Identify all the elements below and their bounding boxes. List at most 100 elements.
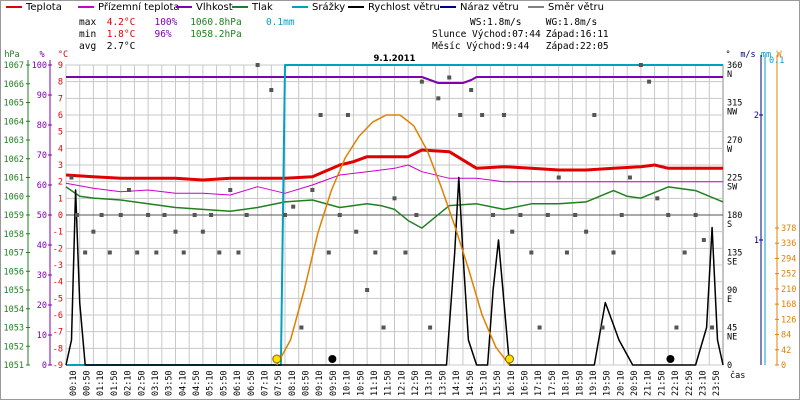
tick-label-x: 03:50	[165, 370, 175, 396]
tick-label-w: 0	[781, 361, 786, 371]
tick-label-degc: -3	[53, 261, 63, 271]
wind-dir-point	[345, 113, 350, 117]
chart-title: 9.1.2011	[374, 54, 416, 64]
axis-title-hpa: hPa	[4, 50, 19, 60]
tick-label-dir: 360	[727, 61, 742, 71]
tick-label-dir-name: SE	[727, 258, 737, 268]
wind-dir-point	[584, 229, 589, 234]
tick-label-x: 15:10	[479, 370, 489, 396]
tick-label-dir: 270	[727, 136, 742, 146]
wind-dir-point	[666, 213, 671, 217]
wind-dir-point	[510, 229, 515, 234]
tick-label-hpa: 1054	[4, 305, 24, 315]
legend-item: Srážky	[292, 2, 345, 13]
tick-label-x: 12:50	[411, 370, 421, 396]
tick-label-w: 168	[781, 300, 796, 310]
tick-label-x: 23:50	[712, 370, 722, 396]
tick-label-hpa: 1053	[4, 324, 24, 334]
info-ws: WS:1.8m/s	[470, 17, 522, 28]
tick-label-x: 11:50	[384, 370, 394, 396]
tick-label-x: 22:50	[685, 370, 695, 396]
legend-swatch	[348, 6, 364, 8]
wind-dir-point	[283, 213, 287, 217]
series-line-sun	[276, 114, 511, 366]
wind-dir-point	[469, 88, 474, 92]
wind-dir-point	[682, 250, 687, 255]
tick-label-hpa: 1061	[4, 174, 24, 184]
sun-marker	[504, 354, 514, 364]
wind-dir-point	[502, 113, 506, 117]
stats-min-row: min 1.8°C 96% 1058.2hPa	[79, 29, 242, 40]
tick-label-x: 07:10	[260, 370, 270, 396]
tick-label-degc: 4	[58, 144, 63, 154]
legend-item: Přízemní teplota	[78, 2, 180, 13]
tick-label-pct: 90	[37, 91, 47, 101]
series-line-wind	[65, 176, 724, 366]
wind-dir-point	[419, 79, 424, 84]
tick-label-hpa: 1056	[4, 267, 24, 277]
tick-label-hpa: 1052	[4, 342, 24, 352]
legend-label: Teplota	[26, 2, 62, 13]
stats-min-label: min	[79, 29, 97, 40]
series-line-hum	[66, 76, 723, 84]
tick-label-x: 17:10	[534, 370, 544, 396]
legend-label: Vlhkost	[196, 2, 233, 13]
tick-label-degc: 8	[58, 78, 63, 88]
wind-dir-point	[611, 250, 616, 255]
legend-item: Náraz větru	[440, 2, 519, 13]
tick-label-pct: 40	[37, 241, 47, 251]
tick-label-dir-name: W	[727, 145, 733, 155]
wind-dir-point	[354, 229, 359, 234]
stats-avg-row: avg 2.7°C	[79, 41, 135, 52]
tick-label-dir-name: S	[727, 220, 732, 230]
tick-label-dir: 45	[727, 324, 737, 334]
legend-label: Tlak	[252, 2, 273, 13]
wind-dir-point	[619, 213, 624, 217]
axis-title-x: čas	[730, 370, 745, 381]
tick-label-x: 20:50	[630, 370, 640, 396]
wind-dir-point	[192, 213, 197, 217]
tick-label-dir: 180	[727, 211, 742, 221]
legend-item: Tlak	[232, 2, 273, 13]
wind-dir-point	[373, 250, 378, 255]
tick-label-x: 04:10	[178, 370, 188, 396]
tick-label-pct: 20	[37, 301, 47, 311]
wind-dir-point	[200, 229, 205, 234]
tick-label-hpa: 1064	[4, 117, 24, 127]
tick-label-dir-name: N	[727, 70, 732, 80]
wind-dir-point	[674, 325, 679, 330]
stats-avg-label: avg	[79, 41, 97, 52]
tick-label-hpa: 1059	[4, 211, 24, 221]
axis-title-ms: m/s	[740, 50, 755, 60]
tick-label-w: 252	[781, 270, 796, 280]
stats-min-press: 1058.2hPa	[190, 29, 242, 40]
tick-label-degc: 0	[58, 211, 63, 221]
wind-dir-point	[91, 229, 96, 234]
wind-dir-point	[162, 213, 167, 217]
wind-dir-point	[107, 250, 112, 255]
wind-dir-point	[518, 213, 523, 217]
tick-label-hpa: 1051	[4, 361, 24, 371]
tick-label-degc: -8	[53, 344, 63, 354]
tick-label-dir: 225	[727, 174, 742, 184]
tick-label-dir-name: NE	[727, 333, 737, 343]
wind-dir-point	[126, 188, 131, 192]
tick-label-w: 336	[781, 239, 796, 249]
wind-dir-point	[255, 63, 260, 67]
wind-dir-point	[99, 213, 104, 217]
tick-label-hpa: 1065	[4, 99, 24, 109]
wind-dir-point	[326, 250, 331, 255]
tick-label-pct: 50	[37, 211, 47, 221]
stats-max-rain: 0.1mm	[265, 17, 295, 28]
info-block: WS:1.8m/s WG:1.8m/s Slunce Východ:07:44 …	[432, 17, 609, 53]
wind-dir-point	[118, 213, 123, 217]
stats-max-temp: 4.2°C	[106, 17, 136, 28]
wind-dir-point	[638, 63, 643, 67]
stats-max-row: max 4.2°C 100% 1060.8hPa 0.1mm	[79, 17, 295, 28]
legend-item: Vlhkost	[176, 2, 233, 13]
wind-dir-point	[337, 213, 342, 217]
tick-label-x: 17:50	[548, 370, 558, 396]
wind-dir-point	[291, 204, 296, 209]
tick-label-x: 10:10	[343, 370, 353, 396]
